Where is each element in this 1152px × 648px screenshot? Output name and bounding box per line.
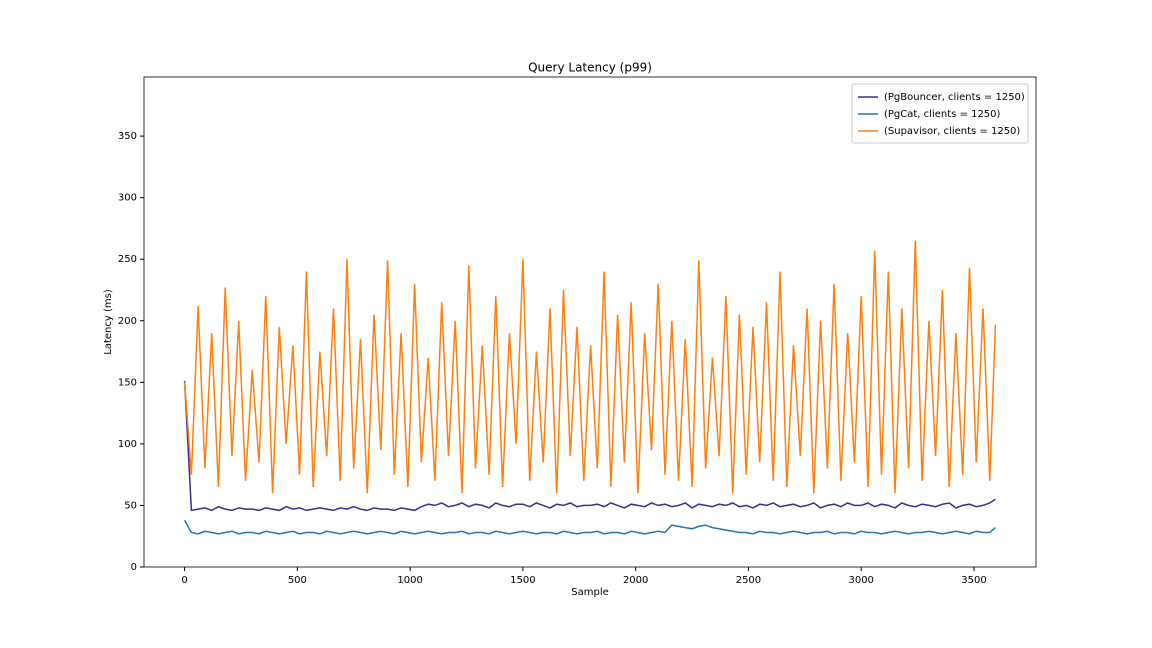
x-tick-label: 2000 bbox=[623, 575, 648, 586]
y-axis-label: Latency (ms) bbox=[103, 289, 114, 355]
x-tick-label: 1000 bbox=[397, 575, 422, 586]
legend-box bbox=[851, 83, 1029, 144]
x-tick-label: 3500 bbox=[961, 575, 986, 586]
line-series bbox=[183, 240, 997, 494]
line-series bbox=[183, 519, 996, 535]
x-tick-label: 2500 bbox=[736, 575, 761, 586]
legend-label: (Supavisor, clients = 1250) bbox=[884, 126, 1020, 137]
x-tick-label: 500 bbox=[288, 575, 307, 586]
line-series bbox=[183, 381, 996, 512]
x-tick-label: 0 bbox=[181, 575, 187, 586]
x-tick-label: 1500 bbox=[510, 575, 535, 586]
plot-frame bbox=[143, 76, 1037, 568]
legend-label: (PgCat, clients = 1250) bbox=[884, 109, 1001, 120]
y-tick-label: 50 bbox=[124, 500, 137, 511]
legend: (PgBouncer, clients = 1250) (PgCat, clien… bbox=[851, 83, 1029, 144]
legend-label: (PgBouncer, clients = 1250) bbox=[884, 92, 1025, 103]
y-tick-label: 150 bbox=[118, 377, 137, 388]
y-tick-label: 250 bbox=[118, 254, 137, 265]
x-tick-label: 3000 bbox=[848, 575, 873, 586]
chart-title: Query Latency (p99) bbox=[528, 61, 652, 75]
y-tick-label: 300 bbox=[118, 193, 137, 204]
y-tick-label: 200 bbox=[118, 316, 137, 327]
y-tick-label: 0 bbox=[131, 562, 137, 573]
y-tick-label: 350 bbox=[118, 131, 137, 142]
x-axis-label: Sample bbox=[571, 587, 609, 598]
y-tick-label: 100 bbox=[118, 439, 137, 450]
